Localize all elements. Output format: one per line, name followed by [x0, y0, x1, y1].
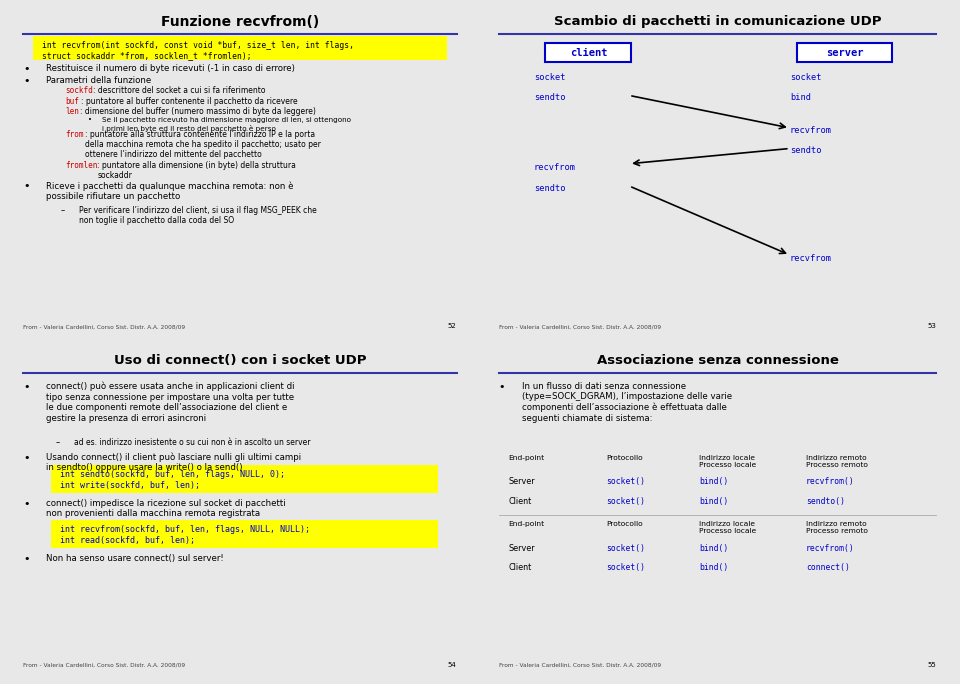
Text: From - Valeria Cardellini, Corso Sist. Distr. A.A. 2008/09: From - Valeria Cardellini, Corso Sist. D…: [499, 663, 660, 668]
Text: recvfrom(): recvfrom(): [806, 544, 854, 553]
Text: sendto: sendto: [790, 146, 821, 155]
Text: sendto(): sendto(): [806, 497, 845, 505]
Text: socket: socket: [534, 73, 565, 82]
Text: •: •: [499, 382, 505, 392]
FancyBboxPatch shape: [797, 43, 892, 62]
Text: Indirizzo remoto
Processo remoto: Indirizzo remoto Processo remoto: [806, 521, 868, 534]
Text: server: server: [826, 48, 863, 57]
Text: len: len: [65, 107, 79, 116]
Text: socket: socket: [790, 73, 821, 82]
Text: End-point: End-point: [508, 521, 544, 527]
Text: sockfd: sockfd: [65, 86, 93, 96]
Text: connect() può essere usata anche in applicazioni client di
tipo senza connession: connect() può essere usata anche in appl…: [46, 382, 295, 423]
Text: Associazione senza connessione: Associazione senza connessione: [597, 354, 838, 367]
Text: •: •: [23, 64, 30, 74]
Text: bind: bind: [790, 93, 811, 102]
Text: connect(): connect(): [806, 563, 850, 572]
Text: Client: Client: [508, 497, 531, 505]
Text: int sendto(sockfd, buf, len, flags, NULL, 0);: int sendto(sockfd, buf, len, flags, NULL…: [60, 470, 285, 479]
Text: Non ha senso usare connect() sul server!: Non ha senso usare connect() sul server!: [46, 555, 225, 564]
Text: bind(): bind(): [699, 563, 729, 572]
Text: bind(): bind(): [699, 477, 729, 486]
Text: socket(): socket(): [606, 563, 645, 572]
Text: Uso di connect() con i socket UDP: Uso di connect() con i socket UDP: [113, 354, 367, 367]
Text: Client: Client: [508, 563, 531, 572]
FancyBboxPatch shape: [51, 465, 438, 493]
Text: socket(): socket(): [606, 477, 645, 486]
Text: From - Valeria Cardellini, Corso Sist. Distr. A.A. 2008/09: From - Valeria Cardellini, Corso Sist. D…: [23, 324, 185, 329]
Text: sendto: sendto: [534, 93, 565, 102]
FancyBboxPatch shape: [545, 43, 632, 62]
Text: Se il pacchetto ricevuto ha dimensione maggiore di len, si ottengono
i primi len: Se il pacchetto ricevuto ha dimensione m…: [102, 118, 350, 131]
Text: recvfrom: recvfrom: [534, 163, 576, 172]
Text: : dimensione del buffer (numero massimo di byte da leggere): : dimensione del buffer (numero massimo …: [80, 107, 316, 116]
Text: int recvfrom(sockfd, buf, len, flags, NULL, NULL);: int recvfrom(sockfd, buf, len, flags, NU…: [60, 525, 310, 534]
Text: Parametri della funzione: Parametri della funzione: [46, 75, 152, 85]
Text: Server: Server: [508, 544, 535, 553]
Text: •: •: [23, 555, 30, 564]
Text: Protocollo: Protocollo: [606, 455, 642, 461]
Text: : descrittore del socket a cui si fa riferimento: : descrittore del socket a cui si fa rif…: [93, 86, 266, 96]
Text: Per verificare l’indirizzo del client, si usa il flag MSG_PEEK che
non toglie il: Per verificare l’indirizzo del client, s…: [79, 206, 317, 225]
Text: connect() impedisce la ricezione sul socket di pacchetti
non provenienti dalla m: connect() impedisce la ricezione sul soc…: [46, 499, 286, 518]
Text: •: •: [23, 75, 30, 86]
Text: recvfrom(): recvfrom(): [806, 477, 854, 486]
Text: Scambio di pacchetti in comunicazione UDP: Scambio di pacchetti in comunicazione UD…: [554, 15, 881, 28]
Text: 52: 52: [447, 324, 457, 329]
Text: •: •: [88, 118, 92, 123]
Text: Riceve i pacchetti da qualunque macchina remota: non è
possibile rifiutare un pa: Riceve i pacchetti da qualunque macchina…: [46, 181, 294, 201]
Text: socket(): socket(): [606, 497, 645, 505]
Text: Indirizzo locale
Processo locale: Indirizzo locale Processo locale: [699, 521, 756, 534]
Text: •: •: [23, 453, 30, 462]
Text: : puntatore alla struttura contenente l’indirizzo IP e la porta
della macchina r: : puntatore alla struttura contenente l’…: [84, 129, 321, 159]
Text: Restituisce il numero di byte ricevuti (-1 in caso di errore): Restituisce il numero di byte ricevuti (…: [46, 64, 296, 73]
Text: In un flusso di dati senza connessione
(type=SOCK_DGRAM), l’impostazione delle v: In un flusso di dati senza connessione (…: [522, 382, 732, 423]
Text: •: •: [23, 499, 30, 509]
Text: –: –: [56, 438, 60, 447]
Text: From - Valeria Cardellini, Corso Sist. Distr. A.A. 2008/09: From - Valeria Cardellini, Corso Sist. D…: [499, 324, 660, 329]
Text: fromlen: fromlen: [65, 161, 97, 170]
Text: client: client: [570, 48, 608, 57]
Text: buf: buf: [65, 97, 79, 106]
Text: Server: Server: [508, 477, 535, 486]
Text: From - Valeria Cardellini, Corso Sist. Distr. A.A. 2008/09: From - Valeria Cardellini, Corso Sist. D…: [23, 663, 185, 668]
Text: •: •: [23, 181, 30, 191]
Text: int write(sockfd, buf, len);: int write(sockfd, buf, len);: [60, 481, 201, 490]
Text: Protocollo: Protocollo: [606, 521, 642, 527]
Text: recvfrom: recvfrom: [790, 127, 831, 135]
Text: int read(sockfd, buf, len);: int read(sockfd, buf, len);: [60, 536, 195, 544]
Text: 55: 55: [927, 662, 936, 668]
FancyBboxPatch shape: [33, 36, 447, 60]
Text: End-point: End-point: [508, 455, 544, 461]
Text: socket(): socket(): [606, 544, 645, 553]
Text: bind(): bind(): [699, 544, 729, 553]
Text: Indirizzo remoto
Processo remoto: Indirizzo remoto Processo remoto: [806, 455, 868, 468]
Text: 54: 54: [447, 662, 457, 668]
Text: Usando connect() il client può lasciare nulli gli ultimi campi
in sendto() oppur: Usando connect() il client può lasciare …: [46, 453, 301, 473]
Text: 53: 53: [927, 324, 936, 329]
Text: int recvfrom(int sockfd, const void *buf, size_t len, int flags,: int recvfrom(int sockfd, const void *buf…: [42, 40, 354, 50]
Text: –: –: [60, 206, 64, 215]
Text: ad es. indirizzo inesistente o su cui non è in ascolto un server: ad es. indirizzo inesistente o su cui no…: [74, 438, 311, 447]
Text: Funzione recvfrom(): Funzione recvfrom(): [161, 15, 319, 29]
FancyBboxPatch shape: [51, 520, 438, 548]
Text: Indirizzo locale
Processo locale: Indirizzo locale Processo locale: [699, 455, 756, 468]
Text: •: •: [23, 382, 30, 392]
Text: : puntatore alla dimensione (in byte) della struttura
sockaddr: : puntatore alla dimensione (in byte) de…: [97, 161, 296, 181]
Text: : puntatore al buffer contenente il pacchetto da ricevere: : puntatore al buffer contenente il pacc…: [81, 97, 298, 106]
Text: struct sockaddr *from, socklen_t *fromlen);: struct sockaddr *from, socklen_t *fromle…: [42, 51, 252, 60]
Text: sendto: sendto: [534, 184, 565, 194]
Text: bind(): bind(): [699, 497, 729, 505]
Text: from: from: [65, 129, 84, 139]
Text: recvfrom: recvfrom: [790, 254, 831, 263]
